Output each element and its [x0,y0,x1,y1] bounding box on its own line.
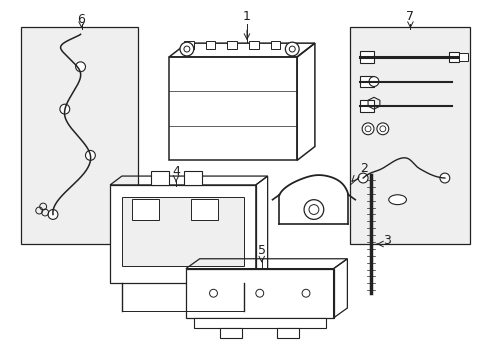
Text: 6: 6 [78,13,85,26]
Bar [220,328,242,338]
Ellipse shape [388,195,406,204]
Bar [448,52,458,62]
Circle shape [209,289,217,297]
Bar [248,41,258,49]
Bar [349,27,469,244]
Bar [360,100,373,112]
Text: 1: 1 [243,9,250,23]
Bar [185,269,333,318]
Circle shape [180,42,193,56]
Bar [169,57,297,160]
Text: 4: 4 [172,165,180,178]
Bar [193,318,325,328]
Circle shape [379,126,385,132]
Text: 3: 3 [382,234,390,247]
Bar [458,53,468,61]
Bar [227,41,237,49]
Circle shape [308,204,318,215]
Circle shape [376,123,388,135]
Bar [277,328,299,338]
Bar [131,199,159,220]
Bar [183,41,193,49]
Circle shape [76,62,85,72]
Bar [151,171,169,185]
Bar [360,51,373,63]
Circle shape [85,150,95,160]
Circle shape [302,289,309,297]
Circle shape [183,46,189,52]
Circle shape [368,77,378,86]
Text: 7: 7 [406,9,413,23]
Circle shape [255,289,263,297]
Circle shape [289,46,295,52]
Bar [122,197,244,266]
Circle shape [362,123,373,135]
Circle shape [439,173,449,183]
Bar [360,76,373,87]
Circle shape [358,173,367,183]
Circle shape [304,200,323,219]
Bar [190,199,218,220]
Bar [110,185,255,283]
Text: 5: 5 [257,244,265,257]
Bar [183,171,201,185]
Bar [205,41,215,49]
Circle shape [48,210,58,219]
Bar [270,41,280,49]
Circle shape [365,126,370,132]
Text: 2: 2 [360,162,367,175]
Circle shape [285,42,299,56]
Bar [21,27,138,244]
Circle shape [60,104,70,114]
